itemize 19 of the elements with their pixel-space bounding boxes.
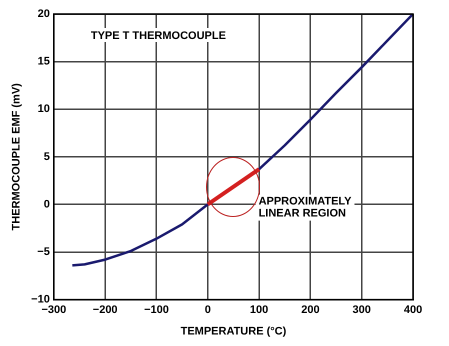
- annotation: APPROXIMATELY LINEAR REGION: [258, 196, 352, 220]
- y-tick-label: −5: [37, 246, 50, 258]
- x-tick-label: −300: [41, 304, 66, 316]
- y-tick-label: 10: [38, 103, 50, 116]
- text: TYPE T THERMOCOUPLE: [90, 30, 226, 42]
- x-tick-label: 300: [352, 304, 371, 316]
- y-tick-label: 0: [44, 198, 50, 210]
- x-tick-label: 0: [204, 304, 211, 316]
- x-tick-label: −100: [144, 304, 169, 316]
- y-tick-label: 5: [44, 150, 50, 163]
- x-tick-label: −200: [92, 304, 118, 316]
- y-tick-label: −10: [31, 294, 50, 306]
- x-tick-label: 100: [250, 304, 268, 316]
- y-tick-label: 20: [38, 8, 50, 20]
- x-axis-title: TEMPERATURE (°C): [180, 325, 287, 338]
- x-tick-label: 200: [301, 304, 320, 316]
- y-tick-label: 15: [38, 56, 50, 68]
- x-tick-label: 400: [404, 304, 422, 316]
- y-axis-title: THERMOCOUPLE EMF (mV): [10, 82, 23, 230]
